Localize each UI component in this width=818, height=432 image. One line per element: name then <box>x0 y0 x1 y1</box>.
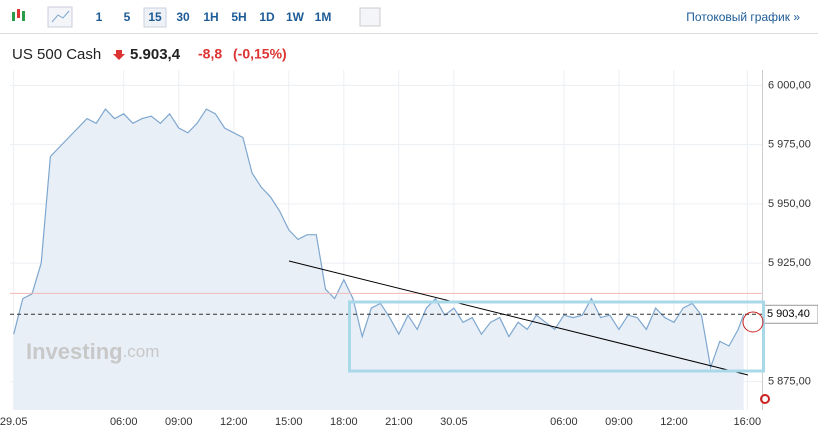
x-tick-label: 06:00 <box>110 416 138 428</box>
x-tick-label: 06:00 <box>550 416 578 428</box>
x-tick-label: 30.05 <box>440 416 468 428</box>
trend-line <box>288 260 749 376</box>
interval-button[interactable]: 15 <box>148 10 162 24</box>
area-icon-line <box>51 10 70 23</box>
interval-button[interactable]: 30 <box>176 10 190 24</box>
watermark-brand: Investing <box>26 339 123 364</box>
watermark-suffix: .com <box>123 342 160 361</box>
interval-button[interactable]: 1M <box>315 10 332 24</box>
interval-button[interactable]: 1W <box>286 10 305 24</box>
interval-button[interactable]: 5H <box>231 10 246 24</box>
watermark: Investing.com <box>26 339 159 364</box>
range-box <box>348 300 765 373</box>
interval-button[interactable]: 1H <box>203 10 218 24</box>
toolbar: 1 5 15 30 1H 5H 1D 1W 1M <box>96 7 332 28</box>
x-tick-label: 21:00 <box>385 416 413 428</box>
y-tick-label: 5 975,00 <box>768 139 811 151</box>
x-tick-label: 29.05 <box>0 416 27 428</box>
stream-link[interactable]: Потоковый график » <box>686 10 800 24</box>
instrument-name: US 500 Cash <box>12 46 101 63</box>
candle-icon[interactable] <box>12 9 25 21</box>
marker-dot <box>760 394 770 404</box>
change-pct: (-0,15%) <box>233 46 287 62</box>
interval-button[interactable]: 1 <box>96 10 103 24</box>
x-tick-label: 09:00 <box>165 416 193 428</box>
y-tick-label: 5 925,00 <box>768 257 811 269</box>
change: -8,8 <box>198 46 222 62</box>
down-arrow <box>113 50 125 60</box>
price: 5.903,4 <box>130 46 181 63</box>
area-fill <box>13 109 744 410</box>
y-tick-label: 6 000,00 <box>768 79 811 91</box>
marker-circle <box>742 311 764 333</box>
area-icon[interactable] <box>47 6 73 28</box>
x-tick-label: 16:00 <box>734 416 762 428</box>
interval-button[interactable]: 1D <box>259 10 275 24</box>
x-tick-label: 12:00 <box>660 416 688 428</box>
x-tick-label: 09:00 <box>605 416 633 428</box>
y-tick-label: 5 875,00 <box>768 375 811 387</box>
y-tick-label: 5 950,00 <box>768 198 811 210</box>
settings-icon[interactable] <box>359 7 381 27</box>
x-tick-label: 12:00 <box>220 416 248 428</box>
last-price-label: 5 903,40 <box>767 308 810 320</box>
x-tick-label: 15:00 <box>275 416 303 428</box>
active-interval-bg <box>143 7 167 28</box>
x-tick-label: 18:00 <box>330 416 358 428</box>
interval-button[interactable]: 5 <box>124 10 131 24</box>
